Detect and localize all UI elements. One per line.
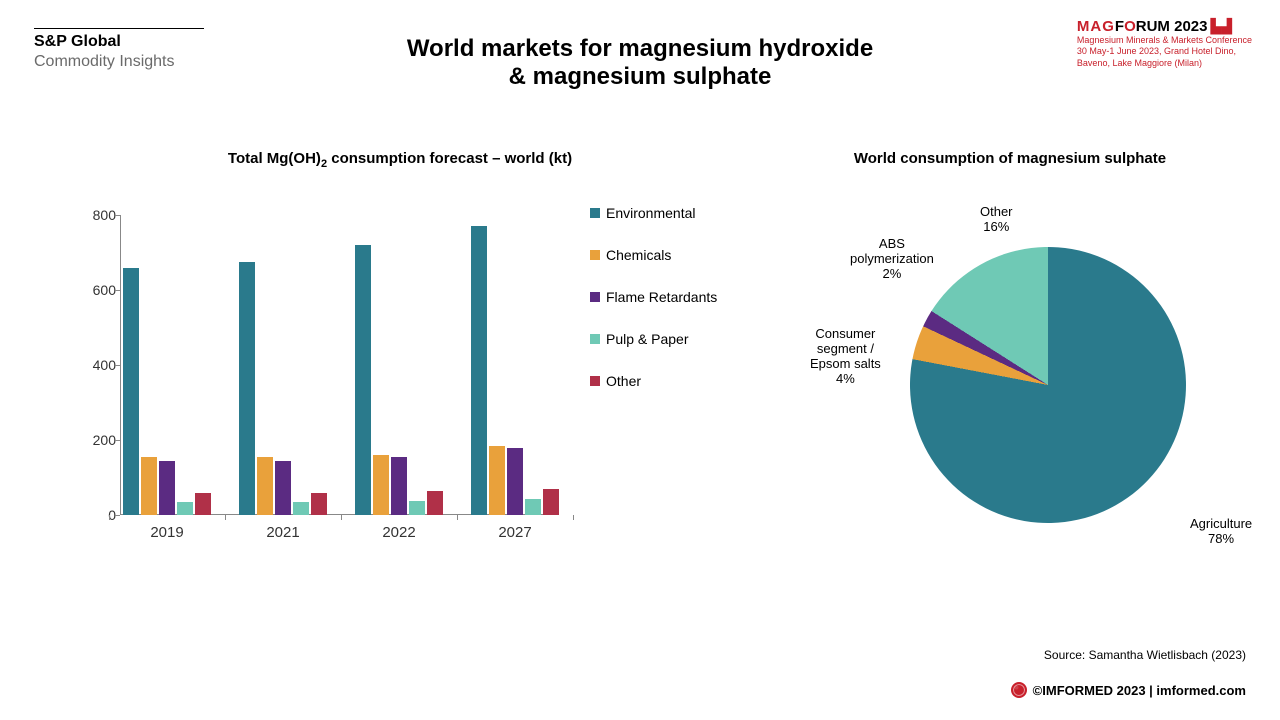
legend-item: Environmental (590, 205, 717, 221)
legend-swatch (590, 250, 600, 260)
x-tick-label: 2021 (266, 524, 299, 541)
bar (293, 502, 309, 515)
bar (195, 493, 211, 516)
skyline-icon: ▙▟ (1210, 18, 1232, 34)
bar (409, 501, 425, 515)
copyright-line: ©IMFORMED 2023 | imformed.com (1011, 682, 1246, 698)
legend-swatch (590, 208, 600, 218)
legend-label: Environmental (606, 205, 696, 221)
bar-legend: Environmental Chemicals Flame Retardants Pu… (590, 205, 717, 415)
bar (311, 493, 327, 516)
legend-label: Flame Retardants (606, 289, 717, 305)
pie-label: Agriculture78% (1190, 517, 1252, 547)
bar-plot-area: 02004006008002019202120222027 (120, 215, 550, 515)
pie-chart-title: World consumption of magnesium sulphate (770, 150, 1250, 167)
y-tick-label: 800 (76, 207, 116, 223)
bar (427, 491, 443, 515)
bar-chart: Total Mg(OH)2 consumption forecast – wor… (60, 150, 740, 198)
y-tick-label: 600 (76, 282, 116, 298)
bar (471, 226, 487, 515)
bar (123, 268, 139, 516)
bar-chart-title: Total Mg(OH)2 consumption forecast – wor… (60, 150, 740, 170)
y-tick-label: 400 (76, 357, 116, 373)
legend-item: Other (590, 373, 717, 389)
bar (373, 455, 389, 515)
bar (141, 457, 157, 515)
y-tick-label: 200 (76, 432, 116, 448)
bar (507, 448, 523, 516)
pie-chart: World consumption of magnesium sulphate … (770, 150, 1250, 567)
bar (275, 461, 291, 515)
pie-label: ABSpolymerization2% (850, 237, 934, 282)
legend-item: Pulp & Paper (590, 331, 717, 347)
event-logo: MAGFORUM 2023▙▟ (1077, 18, 1252, 35)
legend-swatch (590, 292, 600, 302)
bar (257, 457, 273, 515)
legend-item: Chemicals (590, 247, 717, 263)
pie-label: Other16% (980, 205, 1013, 235)
legend-label: Other (606, 373, 641, 389)
bar (355, 245, 371, 515)
x-tick-label: 2027 (498, 524, 531, 541)
bar (489, 446, 505, 515)
bar (239, 262, 255, 515)
y-axis (120, 215, 121, 515)
legend-swatch (590, 376, 600, 386)
pie-stage: Agriculture78% Consumersegment /Epsom sal… (770, 167, 1250, 567)
bar (525, 499, 541, 515)
x-tick-label: 2019 (150, 524, 183, 541)
page-title: World markets for magnesium hydroxide& m… (0, 35, 1280, 91)
y-tick-label: 0 (76, 507, 116, 523)
bar (177, 502, 193, 515)
pie-label: Consumersegment /Epsom salts4% (810, 327, 881, 387)
bar (159, 461, 175, 515)
bar (391, 457, 407, 515)
legend-swatch (590, 334, 600, 344)
legend-item: Flame Retardants (590, 289, 717, 305)
bar (543, 489, 559, 515)
legend-label: Pulp & Paper (606, 331, 689, 347)
legend-label: Chemicals (606, 247, 671, 263)
x-tick-label: 2022 (382, 524, 415, 541)
globe-icon (1011, 682, 1027, 698)
source-line: Source: Samantha Wietlisbach (2023) (1044, 648, 1246, 662)
